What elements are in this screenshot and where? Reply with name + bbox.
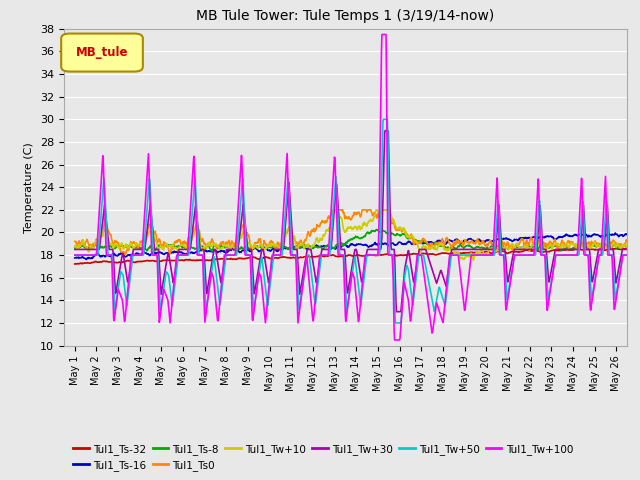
Tul1_Ts-32 bbox=[72, 261, 79, 267]
Tul1_Tw+30 bbox=[438, 272, 446, 277]
FancyBboxPatch shape bbox=[61, 34, 143, 72]
Tul1_Tw+30 bbox=[541, 247, 548, 252]
Tul1_Ts-8 bbox=[556, 245, 563, 251]
Tul1_Ts-8 bbox=[71, 245, 79, 251]
Tul1_Tw+10 bbox=[470, 257, 477, 263]
Tul1_Ts-8 bbox=[373, 227, 381, 232]
Tul1_Tw+100 bbox=[383, 70, 390, 76]
Tul1_Ts-8 bbox=[634, 246, 640, 252]
Tul1_Tw+10 bbox=[541, 244, 548, 250]
Legend: Tul1_Ts-32, Tul1_Ts-16, Tul1_Ts-8, Tul1_Ts0, Tul1_Tw+10, Tul1_Tw+30, Tul1_Tw+50,: Tul1_Ts-32, Tul1_Ts-16, Tul1_Ts-8, Tul1_… bbox=[69, 440, 577, 475]
Tul1_Ts-16 bbox=[295, 244, 303, 250]
Tul1_Tw+50 bbox=[556, 252, 563, 258]
Tul1_Ts0 bbox=[71, 239, 79, 244]
Tul1_Ts0 bbox=[598, 245, 605, 251]
Tul1_Ts-16 bbox=[555, 234, 563, 240]
Tul1_Tw+100 bbox=[541, 252, 548, 258]
Line: Tul1_Ts-32: Tul1_Ts-32 bbox=[75, 248, 638, 264]
Tul1_Tw+100 bbox=[556, 252, 563, 258]
Tul1_Tw+100 bbox=[634, 252, 640, 258]
Tul1_Ts-8 bbox=[598, 244, 605, 250]
Tul1_Ts-16 bbox=[628, 229, 636, 235]
Tul1_Tw+50 bbox=[598, 252, 605, 258]
Tul1_Tw+100 bbox=[294, 317, 302, 323]
Tul1_Ts-32 bbox=[71, 261, 79, 267]
Tul1_Tw+30 bbox=[294, 269, 302, 275]
Tul1_Tw+50 bbox=[380, 117, 387, 122]
Tul1_Ts-32 bbox=[295, 255, 303, 261]
Tul1_Ts-32 bbox=[634, 245, 640, 251]
Line: Tul1_Ts-8: Tul1_Ts-8 bbox=[75, 229, 638, 252]
Tul1_Tw+10 bbox=[383, 207, 390, 213]
Tul1_Ts-32 bbox=[383, 252, 390, 257]
Tul1_Tw+30 bbox=[598, 247, 605, 252]
Tul1_Ts-8 bbox=[208, 249, 216, 254]
Tul1_Tw+100 bbox=[71, 252, 79, 258]
Line: Tul1_Tw+30: Tul1_Tw+30 bbox=[75, 131, 638, 312]
Tul1_Ts-8 bbox=[383, 230, 391, 236]
Tul1_Tw+100 bbox=[438, 318, 446, 324]
Tul1_Ts-16 bbox=[540, 235, 548, 240]
Tul1_Tw+100 bbox=[378, 32, 386, 37]
Tul1_Tw+50 bbox=[294, 295, 302, 301]
Tul1_Tw+50 bbox=[634, 252, 640, 258]
Tul1_Ts0 bbox=[541, 241, 548, 247]
Tul1_Tw+10 bbox=[438, 242, 446, 248]
Tul1_Ts-8 bbox=[438, 243, 446, 249]
Tul1_Tw+50 bbox=[541, 252, 548, 258]
Tul1_Ts0 bbox=[121, 252, 129, 257]
Tul1_Ts0 bbox=[634, 241, 640, 247]
Tul1_Tw+100 bbox=[598, 248, 605, 253]
Tul1_Tw+50 bbox=[392, 320, 399, 326]
Tul1_Tw+30 bbox=[556, 247, 563, 252]
Y-axis label: Temperature (C): Temperature (C) bbox=[24, 142, 35, 233]
Line: Tul1_Tw+50: Tul1_Tw+50 bbox=[75, 120, 638, 323]
Line: Tul1_Ts-16: Tul1_Ts-16 bbox=[75, 232, 638, 260]
Tul1_Ts-32 bbox=[597, 246, 605, 252]
Tul1_Ts0 bbox=[438, 236, 446, 241]
Tul1_Ts-16 bbox=[438, 238, 446, 244]
Tul1_Ts-32 bbox=[555, 248, 563, 253]
Tul1_Tw+10 bbox=[556, 244, 563, 250]
Tul1_Ts0 bbox=[295, 242, 303, 248]
Tul1_Tw+10 bbox=[598, 242, 605, 248]
Tul1_Ts-8 bbox=[541, 243, 548, 249]
Tul1_Tw+10 bbox=[294, 243, 302, 249]
Tul1_Ts-16 bbox=[597, 234, 605, 240]
Tul1_Tw+30 bbox=[634, 247, 640, 252]
Tul1_Ts-16 bbox=[83, 257, 90, 263]
Tul1_Tw+10 bbox=[331, 207, 339, 213]
Tul1_Ts-16 bbox=[383, 241, 390, 247]
Tul1_Tw+30 bbox=[383, 128, 390, 133]
Tul1_Ts0 bbox=[330, 207, 337, 213]
Tul1_Ts0 bbox=[556, 245, 563, 251]
Tul1_Tw+30 bbox=[392, 309, 400, 314]
Tul1_Tw+50 bbox=[438, 294, 446, 300]
Line: Tul1_Tw+10: Tul1_Tw+10 bbox=[75, 210, 638, 260]
Tul1_Tw+30 bbox=[381, 128, 389, 133]
Tul1_Tw+100 bbox=[391, 337, 399, 343]
Text: MB_tule: MB_tule bbox=[76, 46, 129, 59]
Tul1_Ts-32 bbox=[540, 249, 548, 254]
Tul1_Ts-8 bbox=[295, 245, 303, 251]
Line: Tul1_Ts0: Tul1_Ts0 bbox=[75, 210, 638, 254]
Title: MB Tule Tower: Tule Temps 1 (3/19/14-now): MB Tule Tower: Tule Temps 1 (3/19/14-now… bbox=[196, 10, 495, 24]
Tul1_Tw+50 bbox=[383, 117, 390, 122]
Tul1_Tw+10 bbox=[71, 243, 79, 249]
Tul1_Ts-16 bbox=[634, 230, 640, 236]
Tul1_Tw+10 bbox=[634, 246, 640, 252]
Line: Tul1_Tw+100: Tul1_Tw+100 bbox=[75, 35, 638, 340]
Tul1_Ts0 bbox=[383, 207, 391, 213]
Tul1_Ts-16 bbox=[71, 255, 79, 261]
Tul1_Tw+50 bbox=[71, 252, 79, 258]
Tul1_Ts-32 bbox=[628, 245, 636, 251]
Tul1_Tw+30 bbox=[71, 247, 79, 252]
Tul1_Ts-32 bbox=[438, 250, 446, 256]
